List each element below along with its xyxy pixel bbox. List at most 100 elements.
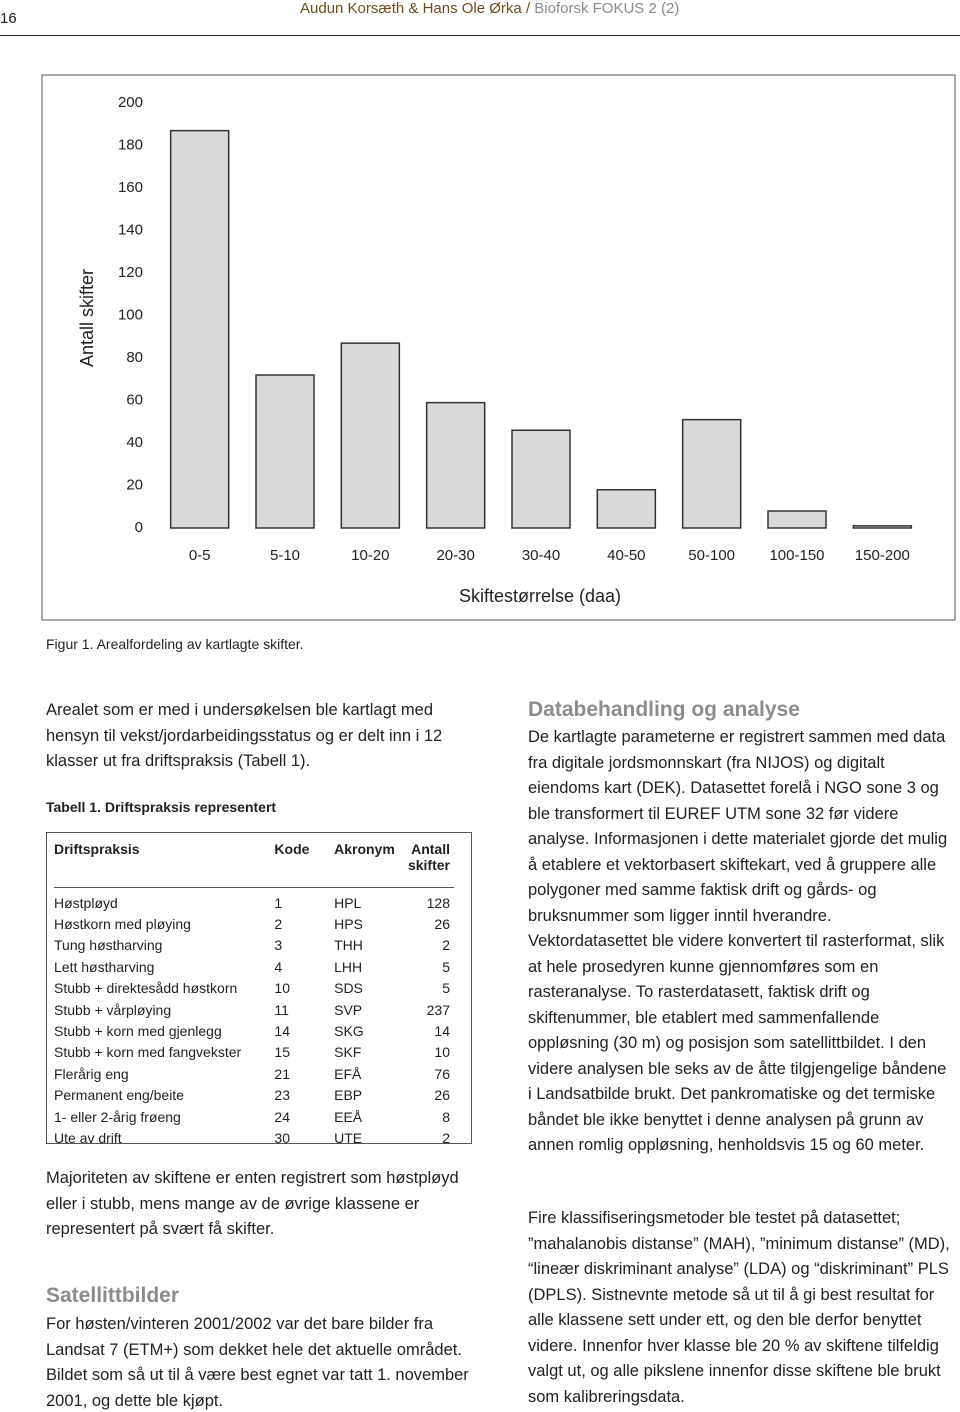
table-cell: 128	[426, 894, 450, 911]
table-cell: HPS	[334, 916, 363, 933]
table-cell: 2	[274, 916, 283, 933]
table-header: Driftspraksis Kode Akronym Antall skifter	[54, 841, 454, 888]
bar	[169, 129, 230, 529]
table-row: Lett høstharving 4 LHH 5	[54, 956, 454, 977]
table-cell: 21	[274, 1065, 290, 1082]
table-cell: 15	[274, 1044, 290, 1061]
x-tick-label: 50-100	[688, 547, 735, 564]
table-cell: SDS	[334, 980, 363, 997]
y-tick-label: 100	[118, 306, 143, 323]
table-row: Høstpløyd 1 HPL 128	[54, 888, 454, 914]
table-caption: Tabell 1. Driftspraksis representert	[46, 799, 277, 815]
table-cell: 5	[442, 980, 450, 997]
section-title: Satellittbilder	[46, 1284, 180, 1307]
table-cell: 14	[434, 1023, 450, 1040]
x-axis-title: Skiftestørrelse (daa)	[459, 586, 621, 606]
table-cell: SKG	[334, 1023, 364, 1040]
table-row: Høstkorn med pløying 2 HPS 26	[54, 913, 454, 934]
table-cell: 3	[274, 937, 283, 954]
header-cell: Driftspraksis	[54, 841, 275, 888]
y-tick-label: 0	[135, 519, 143, 536]
x-tick-label: 20-30	[436, 547, 474, 564]
table-cell: Høstkorn med pløying	[54, 916, 191, 933]
table-cell: 1	[274, 894, 283, 911]
table-cell: 2	[442, 937, 450, 954]
table-cell: 8	[442, 1108, 450, 1125]
paragraph: Fire klassifiseringsmetoder ble testet p…	[528, 1209, 950, 1406]
table-cell: 5	[442, 958, 450, 975]
table-row: Stubb + vårpløying 11 SVP 237	[54, 999, 454, 1020]
authors: Audun Korsæth & Hans Ole Ørka /	[300, 0, 535, 17]
journal: Bioforsk FOKUS 2 (2)	[534, 0, 680, 17]
bar	[340, 342, 401, 529]
table-cell: Stubb + vårpløying	[54, 1001, 172, 1018]
y-tick-label: 20	[126, 476, 143, 493]
table-cell: 11	[274, 1001, 289, 1018]
table-row: 1- eller 2-årig frøeng 24 EEÅ 8	[54, 1106, 454, 1127]
y-tick-label: 60	[126, 391, 143, 408]
header-rule	[0, 35, 960, 36]
chart: Antall skifter Skiftestørrelse (daa) 0 20…	[41, 74, 956, 621]
x-tick-label: 100-150	[769, 547, 824, 564]
table-cell: 2	[442, 1129, 450, 1146]
table-cell: Lett høstharving	[54, 958, 155, 975]
table-box: Driftspraksis Kode Akronym Antall skifter Hø…	[46, 832, 472, 1146]
header-cell: Kode	[274, 841, 335, 888]
bar	[852, 525, 913, 529]
y-tick-label: 200	[118, 94, 143, 111]
table-cell: 26	[434, 916, 450, 933]
x-tick-label: 10-20	[351, 547, 389, 564]
table-cell: 10	[434, 1044, 450, 1061]
table-cell: 1- eller 2-årig frøeng	[54, 1108, 181, 1125]
table-cell: 76	[434, 1065, 450, 1082]
x-tick-label: 150-200	[855, 547, 910, 564]
chart-frame	[41, 74, 956, 621]
running-header: Audun Korsæth & Hans Ole Ørka / Bioforsk…	[300, 0, 679, 17]
table-cell: Stubb + korn med fangvekster	[54, 1044, 242, 1061]
bar	[511, 429, 571, 529]
bar	[255, 374, 315, 529]
table-cell: EEÅ	[334, 1108, 363, 1125]
y-tick-label: 120	[118, 264, 143, 281]
y-tick-label: 140	[118, 221, 143, 238]
x-tick-label: 30-40	[522, 547, 560, 564]
header-cell: Akronym	[334, 841, 408, 888]
table-cell: Stubb + korn med gjenlegg	[54, 1023, 222, 1040]
y-axis-title: Antall skifter	[77, 269, 97, 367]
paragraph: Majoriteten av skiftene er enten registr…	[46, 1169, 459, 1238]
bar	[681, 418, 742, 529]
table-cell: 30	[274, 1129, 290, 1146]
x-tick-label: 5-10	[270, 547, 300, 564]
table-cell: 4	[274, 958, 283, 975]
table-row: Stubb + korn med fangvekster 15 SKF 10	[54, 1042, 454, 1063]
table-cell: 237	[426, 1001, 450, 1018]
table-cell: 24	[274, 1108, 290, 1125]
paragraph: De kartlagte parameterne er registrert s…	[528, 728, 948, 1154]
table-row: Permanent eng/beite 23 EBP 26	[54, 1085, 454, 1106]
x-tick-label: 40-50	[607, 547, 645, 564]
y-tick-label: 40	[126, 434, 143, 451]
table-row: Flerårig eng 21 EFÅ 76	[54, 1063, 454, 1084]
bar	[596, 489, 657, 529]
table-cell: 14	[274, 1023, 290, 1040]
table-cell: Permanent eng/beite	[54, 1087, 184, 1104]
table-cell: 26	[434, 1087, 450, 1104]
table-cell: 10	[274, 980, 290, 997]
table-row: Tung høstharving 3 THH 2	[54, 935, 454, 956]
y-tick-label: 80	[126, 349, 143, 366]
table-cell: UTE	[334, 1129, 363, 1146]
table-cell: THH	[334, 937, 363, 954]
paragraph: Arealet som er med i undersøkelsen ble k…	[46, 701, 443, 770]
y-tick-label: 160	[118, 179, 143, 196]
x-tick-label: 0-5	[189, 547, 211, 564]
table-row: Ute av drift 30 UTE 2	[54, 1127, 454, 1148]
table-cell: SKF	[334, 1044, 362, 1061]
y-tick-label: 180	[118, 136, 143, 153]
table-cell: EFÅ	[334, 1065, 362, 1082]
table-row: Stubb + korn med gjenlegg 14 SKG 14	[54, 1020, 454, 1041]
section-title: Databehandling og analyse	[528, 698, 800, 721]
table-cell: Flerårig eng	[54, 1065, 129, 1082]
bar	[425, 401, 486, 529]
table: Driftspraksis Kode Akronym Antall skifter Hø…	[54, 841, 454, 1149]
